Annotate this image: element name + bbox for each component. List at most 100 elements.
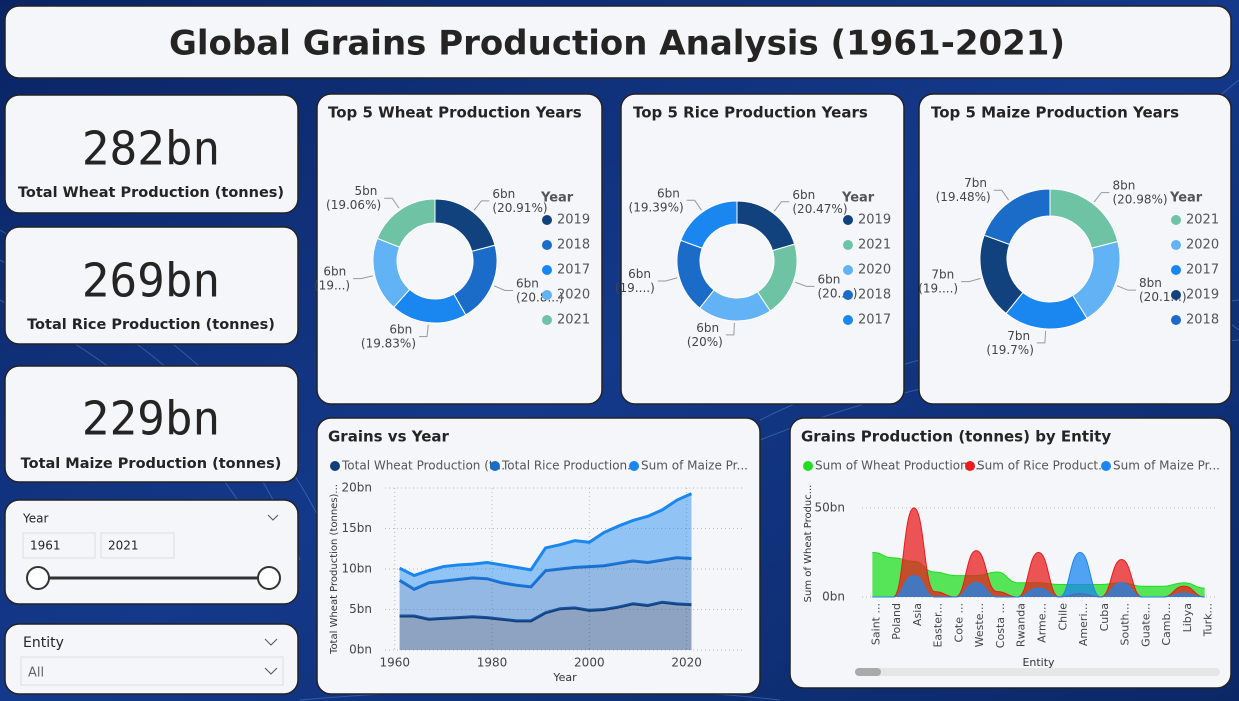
legend-entry: 2020 (1186, 238, 1219, 253)
legend-entry: 2017 (1186, 263, 1219, 278)
legend-title: Year (1169, 191, 1203, 206)
leader-line (1116, 285, 1136, 291)
leader-line (993, 189, 1010, 201)
legend-marker (629, 461, 639, 471)
x-tick-label: Rwanda (1015, 603, 1028, 647)
legend-entry: Sum of Rice Product... (977, 459, 1110, 473)
x-tick-label: 2000 (574, 656, 605, 670)
chevron[interactable] (267, 514, 279, 521)
entity-dropdown[interactable] (20, 656, 284, 686)
leader-line (657, 277, 678, 282)
x-tick-label: Guate... (1139, 603, 1152, 647)
y-axis-title: Sum of Wheat Produc... (803, 485, 814, 603)
area-fill (872, 552, 1205, 597)
legend-marker (542, 265, 552, 275)
legend-marker (843, 265, 853, 275)
kpi-value: 282bn (82, 122, 220, 176)
chart-panel (789, 417, 1232, 689)
area-line (398, 556, 692, 591)
leader-line (419, 324, 429, 338)
data-label: 7bn (19....) (918, 267, 958, 295)
x-tick-label: 1980 (477, 656, 508, 670)
x-tick-label: Cuba (1098, 603, 1111, 631)
dashboard-title: Global Grains Production Analysis (1961-… (169, 24, 1065, 64)
chevron[interactable] (264, 638, 278, 646)
data-label: 6bn (20.47%) (792, 187, 847, 215)
chart-title: Top 5 Maize Production Years (931, 104, 1179, 122)
kpi-value: 229bn (82, 392, 220, 446)
y-axis-title: Total Wheat Production (tonnes)... (329, 484, 340, 655)
slicer-label: Entity (23, 635, 64, 651)
x-tick-label: 1960 (379, 656, 410, 670)
kpi-card (4, 226, 299, 345)
x-tick-label: Ameri... (1077, 603, 1090, 646)
legend-marker (803, 461, 813, 471)
slider-handle[interactable] (26, 566, 50, 590)
leader-line (1036, 330, 1047, 344)
legend-entry: 2017 (557, 263, 590, 278)
legend-entry: 2019 (1186, 288, 1219, 303)
area-fill (399, 602, 692, 650)
data-label: 5bn (19.06%) (326, 184, 381, 212)
y-tick-label: 0bn (822, 590, 845, 604)
year-from[interactable]: 1961 (30, 539, 61, 553)
kpi-card (4, 365, 299, 483)
legend-entry: 2018 (1186, 313, 1219, 328)
entity-value[interactable]: All (28, 666, 44, 681)
donut-slice (983, 188, 1051, 246)
x-tick-label: Poland (890, 603, 903, 640)
legend-marker (843, 290, 853, 300)
y-tick-label: 5bn (349, 602, 372, 616)
x-tick-label: Cote ... (952, 603, 965, 642)
chart-title: Top 5 Rice Production Years (633, 104, 868, 122)
scrollbar-thumb[interactable] (855, 668, 881, 676)
leader-line (353, 275, 373, 280)
slider-handle[interactable] (257, 566, 281, 590)
area-line (399, 600, 692, 623)
data-label: 6bn (20.91%) (492, 186, 547, 214)
legend-marker (490, 461, 500, 471)
scrollbar[interactable] (855, 668, 1220, 676)
x-axis-title: Year (552, 671, 577, 684)
donut-slice (376, 198, 436, 248)
legend-marker (1101, 461, 1111, 471)
x-tick-label: Chile (1056, 603, 1069, 631)
chart-panel (918, 93, 1232, 405)
x-tick-label: Costa ... (994, 603, 1007, 648)
x-tick-label: Libya (1181, 603, 1194, 632)
chart-title: Top 5 Wheat Production Years (328, 104, 582, 122)
legend-entry: Total Rice Production... (501, 459, 639, 473)
legend-entry: 2020 (557, 288, 590, 303)
kpi-value: 269bn (82, 254, 220, 308)
data-label: 6bn (19.39%) (629, 186, 684, 214)
area-line (398, 492, 693, 578)
area-line (872, 551, 1205, 598)
kpi-label: Total Wheat Production (tonnes) (18, 185, 284, 201)
legend-marker (542, 315, 552, 325)
x-tick-label: Saint ... (869, 603, 882, 645)
legend-entry: 2019 (858, 213, 891, 228)
legend-marker (542, 290, 552, 300)
legend-marker (965, 461, 975, 471)
legend-entry: 2019 (557, 213, 590, 228)
year-to-box[interactable] (100, 532, 175, 559)
legend-entry: 2018 (858, 288, 891, 303)
x-tick-label: 2020 (671, 656, 702, 670)
leader-line (961, 277, 981, 283)
data-label: 6bn (19...) (314, 264, 350, 292)
legend-entry: Sum of Wheat Production ... (815, 459, 983, 473)
legend-marker (1171, 240, 1181, 250)
x-tick-label: South... (1119, 603, 1132, 645)
leader-line (473, 200, 490, 211)
legend-entry: 2021 (557, 313, 590, 328)
year-to[interactable]: 2021 (108, 539, 139, 553)
chart-title: Grains vs Year (328, 428, 450, 446)
legend-entry: 2020 (858, 263, 891, 278)
chevron[interactable] (264, 667, 278, 675)
legend-marker (542, 240, 552, 250)
year-from-box[interactable] (22, 532, 96, 559)
legend-marker (843, 315, 853, 325)
x-tick-label: Weste... (973, 603, 986, 647)
legend-entry: 2021 (1186, 213, 1219, 228)
